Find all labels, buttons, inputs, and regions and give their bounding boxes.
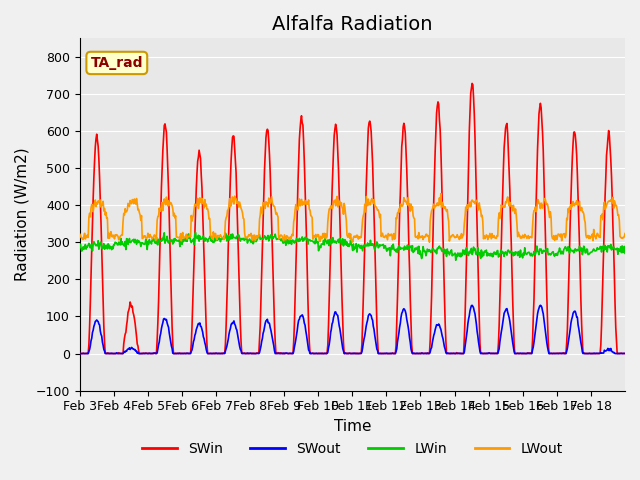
Text: TA_rad: TA_rad [90, 56, 143, 70]
LWin [452, 257, 460, 263]
LWin [76, 243, 83, 249]
LWout [76, 231, 83, 237]
LWin [140, 241, 147, 247]
LWout [288, 233, 296, 239]
SWin [77, 351, 84, 357]
SWout [240, 351, 248, 357]
X-axis label: Time: Time [333, 419, 371, 434]
LWin [241, 237, 248, 243]
Title: Alfalfa Radiation: Alfalfa Radiation [272, 15, 433, 34]
Line: SWin: SWin [79, 84, 625, 354]
SWout [408, 350, 416, 356]
LWin [440, 246, 447, 252]
LWin [289, 237, 296, 243]
SWout [536, 302, 544, 308]
SWin [241, 350, 248, 356]
LWout [426, 240, 433, 245]
Legend: SWin, SWout, LWin, LWout: SWin, SWout, LWin, LWout [136, 436, 568, 461]
LWout [408, 204, 416, 210]
LWout [240, 216, 248, 222]
LWout [437, 191, 445, 196]
SWout [140, 350, 147, 356]
SWin [440, 262, 447, 268]
LWin [268, 236, 275, 242]
SWout [621, 350, 629, 356]
LWout [140, 233, 147, 239]
LWin [409, 250, 417, 255]
LWout [621, 231, 629, 237]
SWin [141, 350, 148, 356]
Line: LWin: LWin [79, 232, 625, 260]
LWout [440, 205, 448, 211]
SWin [76, 350, 83, 356]
SWout [439, 336, 447, 341]
SWout [76, 351, 83, 357]
LWin [621, 251, 629, 256]
SWin [468, 81, 476, 86]
LWout [267, 197, 275, 203]
Line: SWout: SWout [79, 305, 625, 354]
Y-axis label: Radiation (W/m2): Radiation (W/m2) [15, 148, 30, 281]
Line: LWout: LWout [79, 193, 625, 242]
SWout [267, 327, 275, 333]
SWin [409, 351, 417, 357]
SWin [268, 218, 275, 224]
LWin [192, 229, 200, 235]
SWout [288, 350, 296, 356]
SWin [289, 351, 296, 357]
SWin [621, 350, 629, 356]
